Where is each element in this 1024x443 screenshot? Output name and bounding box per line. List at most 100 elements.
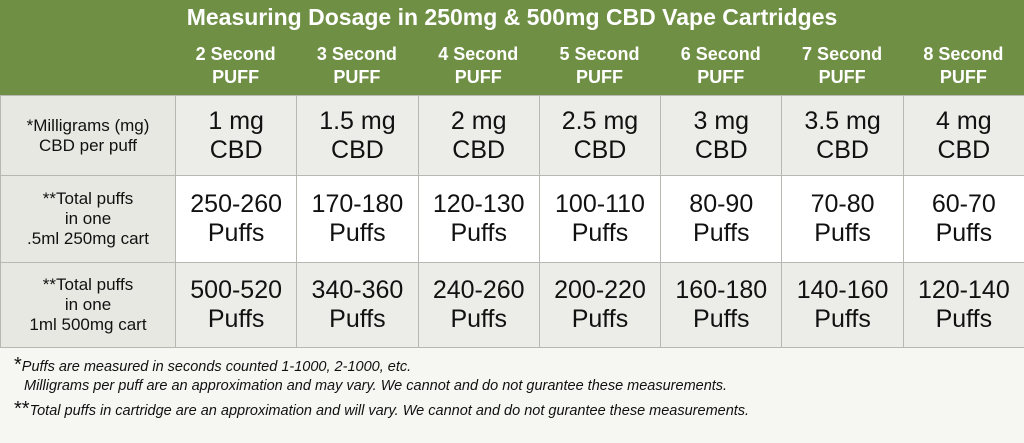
cell-line: 200-220 bbox=[554, 276, 646, 304]
cell-line: 4 mg bbox=[936, 106, 992, 135]
cell-line: Puffs bbox=[207, 305, 265, 333]
footnote-mark: ** bbox=[14, 398, 30, 420]
cell-line: Puffs bbox=[693, 219, 750, 247]
cell-line: 500-520 bbox=[190, 276, 283, 304]
row-label: *Milligrams (mg) CBD per puff bbox=[0, 95, 176, 176]
table-cell: 200-220 Puffs bbox=[538, 262, 662, 348]
table-cell: 70-80 Puffs bbox=[781, 175, 904, 263]
column-header-line: 4 Second bbox=[438, 44, 519, 64]
column-header: 6 Second PUFF bbox=[660, 40, 781, 92]
table-cell: 2 mg CBD bbox=[417, 95, 540, 176]
cell-line: 170-180 bbox=[311, 190, 404, 218]
cell-line: 140-160 bbox=[796, 276, 889, 304]
table-cell: 2.5 mg CBD bbox=[538, 95, 662, 176]
cell-line: 160-180 bbox=[675, 276, 768, 304]
table-cell: 340-360 Puffs bbox=[296, 262, 419, 348]
cell-line: 80-90 bbox=[689, 190, 754, 218]
footnote: *Puffs are measured in seconds counted 1… bbox=[14, 354, 1014, 396]
row-label-line: CBD per puff bbox=[39, 135, 137, 155]
cell-line: 2.5 mg bbox=[561, 106, 639, 135]
cell-line: Puffs bbox=[571, 219, 629, 247]
row-label-line: **Total puffs bbox=[42, 189, 134, 208]
cell-line: CBD bbox=[331, 135, 384, 164]
table-cell: 250-260 Puffs bbox=[175, 175, 298, 263]
column-header-line: 3 Second bbox=[316, 44, 397, 64]
cell-line: 70-80 bbox=[810, 190, 875, 218]
row-label: **Total puffs in one .5ml 250mg cart bbox=[0, 175, 176, 263]
table-cell: 120-140 Puffs bbox=[902, 262, 1024, 348]
table-cell: 4 mg CBD bbox=[902, 95, 1024, 176]
cell-line: 100-110 bbox=[555, 190, 645, 218]
table-cell: 160-180 Puffs bbox=[660, 262, 783, 348]
footnote-mark: * bbox=[14, 354, 22, 376]
row-label-line: 1ml 500mg cart bbox=[29, 315, 147, 334]
table-cell: 240-260 Puffs bbox=[417, 262, 540, 348]
cell-line: 3.5 mg bbox=[804, 106, 881, 135]
column-header: 2 Second PUFF bbox=[175, 40, 296, 92]
cell-line: CBD bbox=[209, 135, 263, 164]
column-header-line: 7 Second bbox=[802, 44, 883, 64]
row-label-line: in one bbox=[64, 295, 112, 314]
cell-line: CBD bbox=[694, 135, 748, 164]
column-header: 3 Second PUFF bbox=[296, 40, 417, 92]
table-cell: 1 mg CBD bbox=[175, 95, 298, 176]
cell-line: CBD bbox=[937, 135, 991, 164]
table-cell: 140-160 Puffs bbox=[781, 262, 904, 348]
column-header-line: PUFF bbox=[333, 67, 381, 87]
cell-line: Puffs bbox=[207, 219, 265, 247]
footnote-line: *Puffs are measured in seconds counted 1… bbox=[14, 354, 1014, 377]
cell-line: Puffs bbox=[571, 305, 629, 333]
cell-line: CBD bbox=[452, 135, 506, 164]
table-cell: 3.5 mg CBD bbox=[781, 95, 904, 176]
table-cell: 120-130 Puffs bbox=[417, 175, 540, 263]
table-cell: 80-90 Puffs bbox=[660, 175, 783, 263]
cell-line: 1 mg bbox=[208, 106, 264, 135]
column-header: 5 Second PUFF bbox=[539, 40, 660, 92]
column-header-line: PUFF bbox=[939, 67, 987, 87]
cell-line: 120-130 bbox=[432, 190, 525, 218]
cell-line: Puffs bbox=[693, 305, 750, 333]
table-cell: 500-520 Puffs bbox=[175, 262, 298, 348]
table-cell: 170-180 Puffs bbox=[296, 175, 419, 263]
footnote-text: Total puffs in cartridge are an approxim… bbox=[29, 403, 750, 419]
cell-line: Puffs bbox=[814, 219, 871, 247]
footnote-text: Milligrams per puff are an approximation… bbox=[24, 378, 728, 394]
cell-line: 250-260 bbox=[190, 190, 283, 218]
row-label: **Total puffs in one 1ml 500mg cart bbox=[0, 262, 176, 348]
table-cell: 1.5 mg CBD bbox=[296, 95, 419, 176]
cell-line: CBD bbox=[573, 135, 627, 164]
cell-line: 60-70 bbox=[931, 190, 996, 218]
column-header-line: 2 Second bbox=[195, 44, 276, 64]
row-label-line: *Milligrams (mg) bbox=[26, 115, 150, 135]
row-label-line: .5ml 250mg cart bbox=[27, 229, 149, 248]
cell-line: Puffs bbox=[814, 305, 871, 333]
row-label-line: **Total puffs bbox=[42, 275, 134, 294]
cell-line: 2 mg bbox=[450, 106, 507, 135]
column-header-line: PUFF bbox=[212, 67, 260, 87]
cell-line: Puffs bbox=[450, 219, 507, 247]
column-header-line: 6 Second bbox=[680, 44, 761, 64]
cell-line: Puffs bbox=[450, 305, 507, 333]
cell-line: 1.5 mg bbox=[319, 106, 396, 135]
footnote-line: Milligrams per puff are an approximation… bbox=[14, 377, 1014, 396]
cell-line: Puffs bbox=[329, 305, 386, 333]
table-cell: 100-110 Puffs bbox=[538, 175, 662, 263]
cell-line: 3 mg bbox=[693, 106, 750, 135]
header-bar bbox=[0, 0, 1024, 95]
footnote: **Total puffs in cartridge are an approx… bbox=[14, 398, 1014, 421]
cell-line: Puffs bbox=[329, 219, 386, 247]
footnote-text: Puffs are measured in seconds counted 1-… bbox=[21, 359, 412, 375]
footnote-line: **Total puffs in cartridge are an approx… bbox=[14, 398, 1014, 421]
column-header: 4 Second PUFF bbox=[418, 40, 539, 92]
column-header-line: PUFF bbox=[454, 67, 502, 87]
cell-line: Puffs bbox=[935, 219, 993, 247]
cell-line: 340-360 bbox=[311, 276, 404, 304]
column-header-line: PUFF bbox=[697, 67, 745, 87]
title: Measuring Dosage in 250mg & 500mg CBD Va… bbox=[186, 4, 838, 30]
cell-line: Puffs bbox=[935, 305, 993, 333]
column-header: 8 Second PUFF bbox=[903, 40, 1024, 92]
row-label-line: in one bbox=[64, 209, 112, 228]
cell-line: 120-140 bbox=[917, 276, 1010, 304]
column-header-line: PUFF bbox=[818, 67, 866, 87]
